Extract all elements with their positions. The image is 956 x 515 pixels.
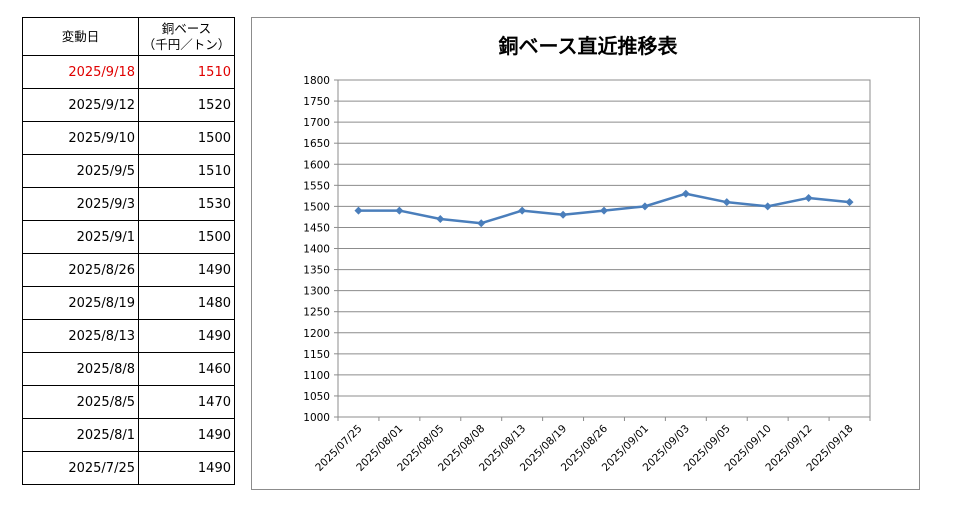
header-price-line1: 銅ベース [161, 20, 212, 36]
data-point [804, 193, 813, 202]
row-price: 1510 [138, 154, 235, 188]
data-point [477, 219, 486, 228]
y-tick-label: 1450 [303, 222, 330, 234]
y-tick-label: 1700 [303, 117, 330, 129]
row-date: 2025/9/18 [22, 55, 139, 89]
row-date: 2025/9/10 [22, 121, 139, 155]
data-point [436, 215, 445, 224]
data-point [640, 202, 649, 211]
row-price: 1510 [138, 55, 235, 89]
y-tick-label: 1300 [303, 286, 330, 298]
table-row: 2025/9/5 1510 [22, 154, 235, 188]
y-tick-label: 1750 [303, 96, 330, 108]
y-tick-label: 1200 [303, 328, 330, 340]
table-row: 2025/9/3 1530 [22, 187, 235, 221]
header-price-line2: （千円／トン） [142, 36, 231, 52]
row-date: 2025/8/5 [22, 385, 139, 419]
row-date: 2025/9/5 [22, 154, 139, 188]
row-date: 2025/7/25 [22, 451, 139, 485]
y-tick-label: 1100 [303, 370, 330, 382]
table-header-row: 変動日 銅ベース （千円／トン） [22, 17, 235, 56]
row-price: 1480 [138, 286, 235, 320]
row-date: 2025/9/12 [22, 88, 139, 122]
header-date: 変動日 [22, 17, 139, 56]
row-date: 2025/8/26 [22, 253, 139, 287]
data-point [559, 210, 568, 219]
data-point [681, 189, 690, 198]
row-date: 2025/8/13 [22, 319, 139, 353]
table-row: 2025/9/10 1500 [22, 121, 235, 155]
table-row: 2025/8/19 1480 [22, 286, 235, 320]
table-row: 2025/8/26 1490 [22, 253, 235, 287]
data-point [395, 206, 404, 215]
table-row: 2025/9/18 1510 [22, 55, 235, 89]
price-table: 変動日 銅ベース （千円／トン） 2025/9/18 1510 2025/9/12 1… [22, 17, 235, 485]
row-price: 1490 [138, 253, 235, 287]
row-date: 2025/8/1 [22, 418, 139, 452]
row-price: 1470 [138, 385, 235, 419]
data-point [722, 198, 731, 207]
chart-panel: 銅ベース直近推移表 1000 1050 1100 1150 1200 1250 1300 13… [251, 17, 920, 490]
table-row: 2025/8/8 1460 [22, 352, 235, 386]
table-row: 2025/9/1 1500 [22, 220, 235, 254]
y-tick-label: 1400 [303, 244, 330, 256]
y-tick-label: 1050 [303, 391, 330, 403]
y-tick-label: 1650 [303, 138, 330, 150]
table-row: 2025/8/1 1490 [22, 418, 235, 452]
row-date: 2025/9/1 [22, 220, 139, 254]
y-tick-label: 1150 [303, 349, 330, 361]
y-tick-label: 1350 [303, 265, 330, 277]
row-date: 2025/8/19 [22, 286, 139, 320]
row-date: 2025/9/3 [22, 187, 139, 221]
row-price: 1460 [138, 352, 235, 386]
chart-title: 銅ベース直近推移表 [499, 34, 679, 58]
data-point [600, 206, 608, 215]
plot-area [337, 79, 871, 418]
row-price: 1530 [138, 187, 235, 221]
y-tick-label: 1250 [303, 307, 330, 319]
header-price: 銅ベース （千円／トン） [138, 17, 235, 56]
row-price: 1490 [138, 319, 235, 353]
table-row: 2025/7/25 1490 [22, 451, 235, 485]
row-price: 1500 [138, 220, 235, 254]
row-price: 1490 [138, 451, 235, 485]
y-tick-label: 1800 [303, 75, 330, 87]
table-body: 2025/9/18 1510 2025/9/12 1520 2025/9/10 1500 2… [22, 55, 235, 485]
table-row: 2025/9/12 1520 [22, 88, 235, 122]
data-point [845, 198, 854, 207]
y-tick-label: 1550 [303, 180, 330, 192]
row-date: 2025/8/8 [22, 352, 139, 386]
y-tick-label: 1500 [303, 201, 330, 213]
row-price: 1500 [138, 121, 235, 155]
y-tick-label: 1600 [303, 159, 330, 171]
data-point [518, 206, 527, 215]
data-point [763, 202, 772, 211]
table-row: 2025/8/13 1490 [22, 319, 235, 353]
row-price: 1520 [138, 88, 235, 122]
row-price: 1490 [138, 418, 235, 452]
table-row: 2025/8/5 1470 [22, 385, 235, 419]
line-chart: 銅ベース直近推移表 1000 1050 1100 1150 1200 1250 1300 13… [303, 34, 871, 474]
y-tick-label: 1000 [303, 412, 330, 424]
data-point [354, 206, 363, 215]
